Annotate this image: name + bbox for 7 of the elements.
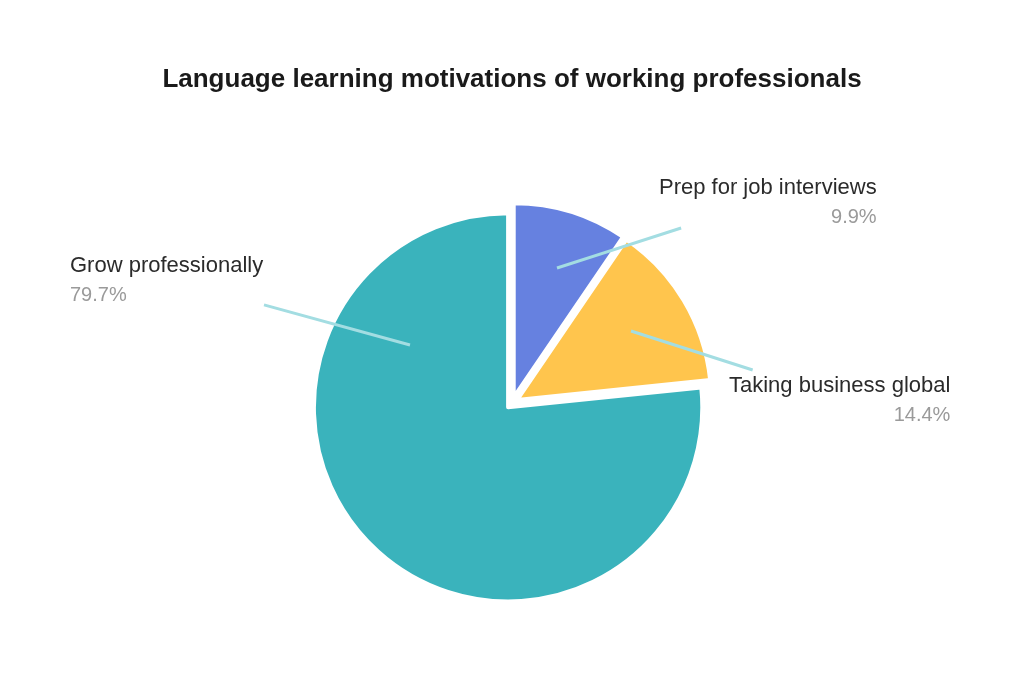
- slice-label: Taking business global: [729, 372, 951, 397]
- slice-label: Prep for job interviews: [659, 174, 877, 199]
- data-label: 79.7%: [70, 282, 127, 305]
- data-label: 14.4%: [893, 402, 951, 425]
- data-label: 9.9%: [831, 204, 877, 227]
- slice-label: Grow professionally: [70, 252, 264, 277]
- chart-title: Language learning motivations of working professionals: [162, 63, 862, 94]
